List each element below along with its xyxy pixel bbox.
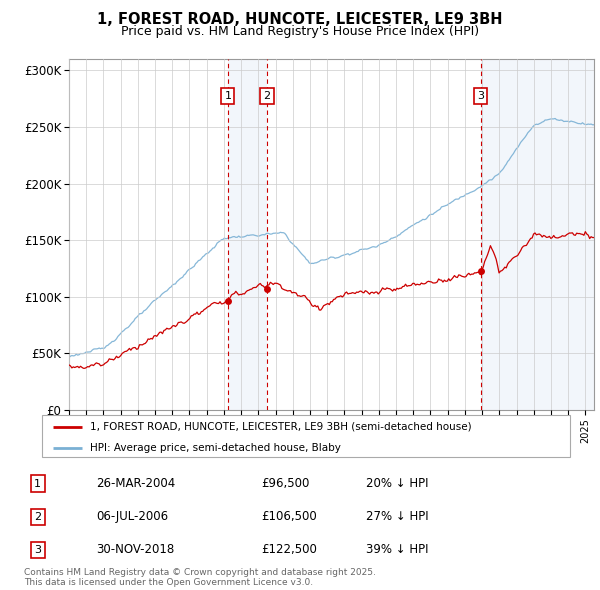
Text: £122,500: £122,500 [262, 543, 317, 556]
Text: 2: 2 [263, 91, 271, 101]
Text: 3: 3 [34, 545, 41, 555]
Text: 39% ↓ HPI: 39% ↓ HPI [366, 543, 429, 556]
Text: 2: 2 [34, 512, 41, 522]
Text: 1, FOREST ROAD, HUNCOTE, LEICESTER, LE9 3BH: 1, FOREST ROAD, HUNCOTE, LEICESTER, LE9 … [97, 12, 503, 27]
Text: £96,500: £96,500 [262, 477, 310, 490]
Text: 3: 3 [477, 91, 484, 101]
Text: £106,500: £106,500 [262, 510, 317, 523]
Text: Price paid vs. HM Land Registry's House Price Index (HPI): Price paid vs. HM Land Registry's House … [121, 25, 479, 38]
Text: 06-JUL-2006: 06-JUL-2006 [96, 510, 168, 523]
Text: 26-MAR-2004: 26-MAR-2004 [96, 477, 175, 490]
Text: HPI: Average price, semi-detached house, Blaby: HPI: Average price, semi-detached house,… [89, 443, 340, 453]
Bar [481, 59, 594, 410]
Text: Contains HM Land Registry data © Crown copyright and database right 2025.
This d: Contains HM Land Registry data © Crown c… [24, 568, 376, 587]
Text: 1: 1 [224, 91, 232, 101]
Text: 30-NOV-2018: 30-NOV-2018 [96, 543, 174, 556]
Text: 1, FOREST ROAD, HUNCOTE, LEICESTER, LE9 3BH (semi-detached house): 1, FOREST ROAD, HUNCOTE, LEICESTER, LE9 … [89, 422, 471, 432]
Bar [228, 59, 267, 410]
Text: 20% ↓ HPI: 20% ↓ HPI [366, 477, 429, 490]
Text: 1: 1 [34, 479, 41, 489]
Text: 27% ↓ HPI: 27% ↓ HPI [366, 510, 429, 523]
